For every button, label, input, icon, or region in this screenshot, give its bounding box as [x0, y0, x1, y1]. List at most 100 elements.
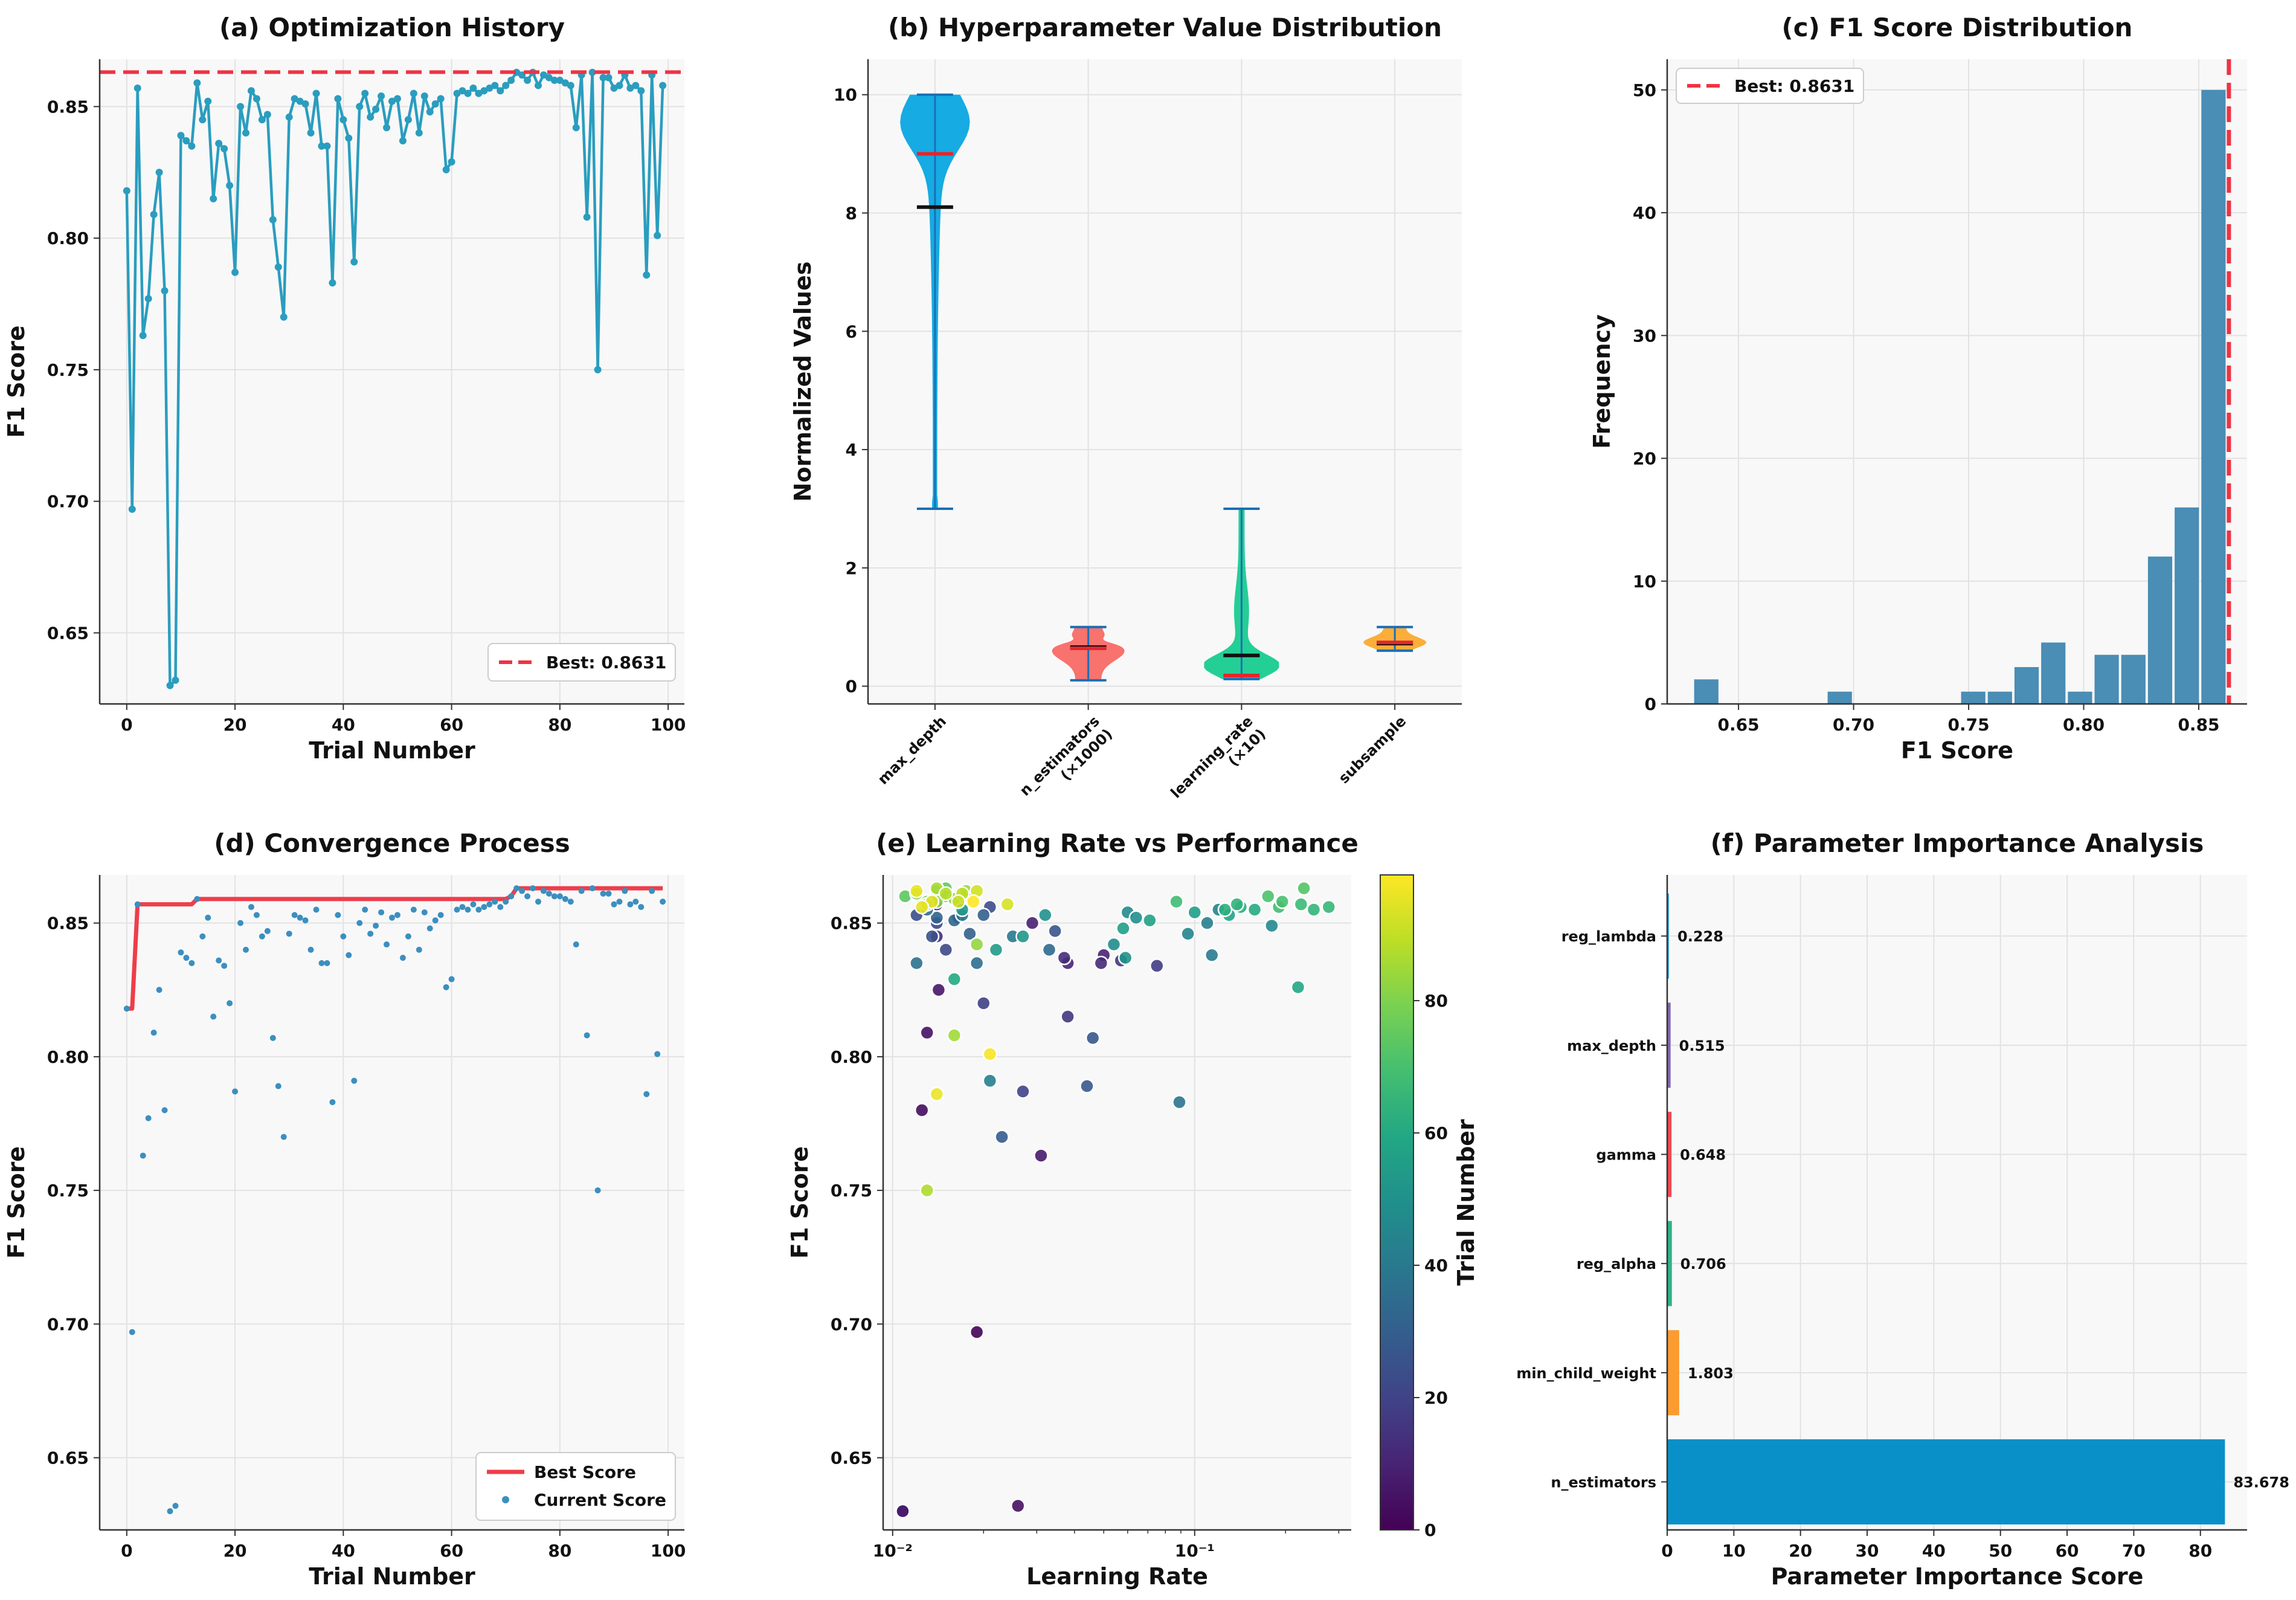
panel-b-x-tick-label-line: subsample — [1336, 712, 1410, 787]
panel-d-current-score-point — [443, 984, 449, 990]
panel-d-x-tick-label: 100 — [651, 1541, 686, 1561]
panel-b-plot-background — [868, 59, 1462, 704]
panel-b-x-tick-label-line: max_depth — [875, 712, 950, 787]
panel-a-trial-point — [572, 124, 580, 132]
panel-c-y-tick-label: 0 — [1645, 694, 1656, 714]
panel-d-y-tick-label: 0.85 — [47, 914, 89, 934]
panel-f-x-axis-label: Parameter Importance Score — [1771, 1563, 2144, 1590]
panel-a-trial-point — [296, 97, 304, 105]
panel-d-best-score-line — [126, 886, 663, 1011]
panel-d-current-score-point — [405, 933, 411, 940]
panel-e-colorbar-tick-label: 60 — [1424, 1123, 1448, 1143]
panel-e-y-tick-label: 0.80 — [831, 1047, 872, 1067]
panel-a-trial-point — [556, 76, 564, 84]
panel-d-current-score-point — [221, 963, 228, 969]
panel-a-y-tick-label: 0.75 — [47, 360, 89, 380]
panel-c-f1-distribution: 0.65 0.70 0.75 0.80 0.85 0 10 20 30 40 50 (c) F1 Sc… — [1589, 13, 2247, 764]
panel-a-trial-point — [431, 100, 439, 108]
panel-e-colorbar — [1380, 874, 1414, 1531]
panel-e-x-tick-label: 10⁻¹ — [1175, 1541, 1215, 1561]
panel-a-trial-point — [144, 295, 152, 303]
panel-a-trial-point — [237, 103, 245, 111]
panel-f-x-tick-label: 20 — [1789, 1541, 1812, 1561]
panel-d-current-score-point — [389, 914, 395, 921]
panel-b-y-tick-label: 10 — [834, 85, 857, 105]
panel-d-current-score-point — [492, 898, 498, 905]
panel-e-trial-point — [1116, 921, 1131, 936]
panel-a-trial-point — [388, 97, 396, 105]
panel-a-trial-point — [161, 287, 169, 295]
panel-a-trial-point — [301, 100, 309, 108]
panel-f-y-tick-label: n_estimators — [1551, 1474, 1656, 1491]
panel-f-parameter-importance: 0 10 20 30 40 50 60 70 80 83.678 n_estimators 1.803… — [1516, 828, 2289, 1590]
panel-a-trial-point — [128, 505, 136, 513]
panel-d-current-score-point — [513, 885, 520, 892]
panel-e-trial-point — [969, 937, 985, 952]
panel-a-trial-point — [610, 84, 618, 92]
panel-d-current-score-point — [286, 931, 292, 937]
panel-a-trial-point — [378, 92, 385, 100]
panel-d-current-score-point — [227, 1000, 233, 1007]
panel-e-trial-point — [1261, 889, 1276, 904]
panel-e-trial-point — [1296, 880, 1311, 896]
panel-d-plot-background — [100, 875, 684, 1530]
panel-a-trial-point — [242, 129, 249, 137]
panel-c-x-axis-label: F1 Score — [1901, 737, 2013, 764]
panel-a-trial-point — [263, 111, 271, 118]
panel-e-trial-point — [909, 955, 924, 971]
panel-d-current-score-point — [660, 898, 666, 905]
panel-d-current-score-point — [432, 917, 439, 924]
panel-e-trial-point — [1204, 947, 1220, 963]
panel-a-trial-point — [605, 74, 613, 82]
panel-e-trial-point — [994, 1129, 1009, 1144]
panel-e-trial-point — [1117, 950, 1133, 966]
panel-d-y-tick-label: 0.70 — [47, 1314, 89, 1334]
panel-a-trial-point — [372, 105, 380, 113]
panel-b-y-tick-label: 4 — [846, 440, 857, 460]
panel-e-trial-point — [947, 1028, 962, 1043]
panel-e-trial-point — [1150, 958, 1165, 973]
panel-a-trial-point — [420, 92, 428, 100]
panel-d-current-score-point — [362, 906, 368, 913]
panel-d-current-score-point — [373, 923, 379, 929]
panel-f-importance-bar — [1667, 1112, 1672, 1197]
panel-a-trial-point — [150, 210, 158, 218]
panel-a-trial-point — [280, 313, 288, 321]
panel-f-title: (f) Parameter Importance Analysis — [1711, 828, 2204, 858]
panel-e-trial-point — [938, 942, 954, 958]
panel-d-current-score-point — [584, 1032, 590, 1039]
panel-e-y-tick-label: 0.85 — [831, 914, 872, 934]
panel-a-trial-point — [204, 97, 212, 105]
panel-d-current-score-point — [324, 960, 330, 967]
panel-e-trial-point — [1056, 950, 1072, 966]
panel-d-y-tick-label: 0.75 — [47, 1181, 89, 1201]
panel-d-current-score-point — [394, 912, 400, 918]
panel-d-current-score-point — [356, 920, 363, 926]
panel-d-current-score-point — [346, 952, 352, 958]
panel-a-trial-point — [480, 87, 488, 95]
panel-b-x-tick-label: learning_rate(×10) — [1168, 712, 1269, 814]
panel-e-trial-point — [1015, 1084, 1031, 1099]
panel-c-legend-label: Best: 0.8631 — [1734, 76, 1854, 96]
panel-f-importance-bar — [1667, 1439, 2225, 1524]
panel-b-y-axis-label: Normalized Values — [789, 262, 816, 502]
panel-a-trial-point — [448, 158, 455, 166]
panel-d-current-score-point — [594, 1187, 601, 1194]
panel-a-trial-point — [367, 113, 375, 121]
panel-e-trial-point — [1229, 897, 1244, 912]
panel-a-trial-point — [539, 71, 547, 79]
panel-a-trial-point — [193, 79, 201, 87]
panel-f-y-tick-label: gamma — [1596, 1147, 1656, 1164]
panel-e-trial-point — [1321, 899, 1337, 915]
panel-a-trial-point — [133, 84, 141, 92]
panel-a-trial-point — [458, 87, 466, 95]
panel-d-current-score-point — [269, 1034, 276, 1041]
panel-d-current-score-point — [551, 893, 558, 900]
panel-d-current-score-point — [622, 888, 628, 894]
panel-a-y-axis-label: F1 Score — [3, 325, 30, 437]
panel-e-trial-point — [969, 1324, 985, 1340]
panel-f-y-tick-label: max_depth — [1567, 1037, 1656, 1054]
panel-a-trial-point — [491, 82, 499, 89]
panel-d-current-score-point — [638, 904, 645, 911]
